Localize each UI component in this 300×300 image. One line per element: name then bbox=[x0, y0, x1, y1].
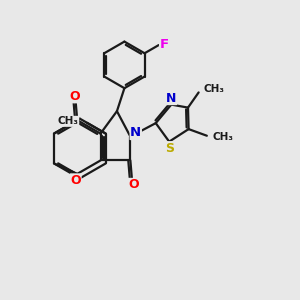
Text: O: O bbox=[70, 174, 81, 187]
Text: CH₃: CH₃ bbox=[203, 84, 224, 94]
Text: O: O bbox=[128, 178, 139, 191]
Text: O: O bbox=[69, 90, 80, 103]
Text: N: N bbox=[166, 92, 176, 104]
Text: N: N bbox=[130, 127, 141, 140]
Text: F: F bbox=[160, 38, 169, 51]
Text: CH₃: CH₃ bbox=[212, 132, 233, 142]
Text: CH₃: CH₃ bbox=[58, 116, 79, 126]
Text: S: S bbox=[165, 142, 174, 155]
